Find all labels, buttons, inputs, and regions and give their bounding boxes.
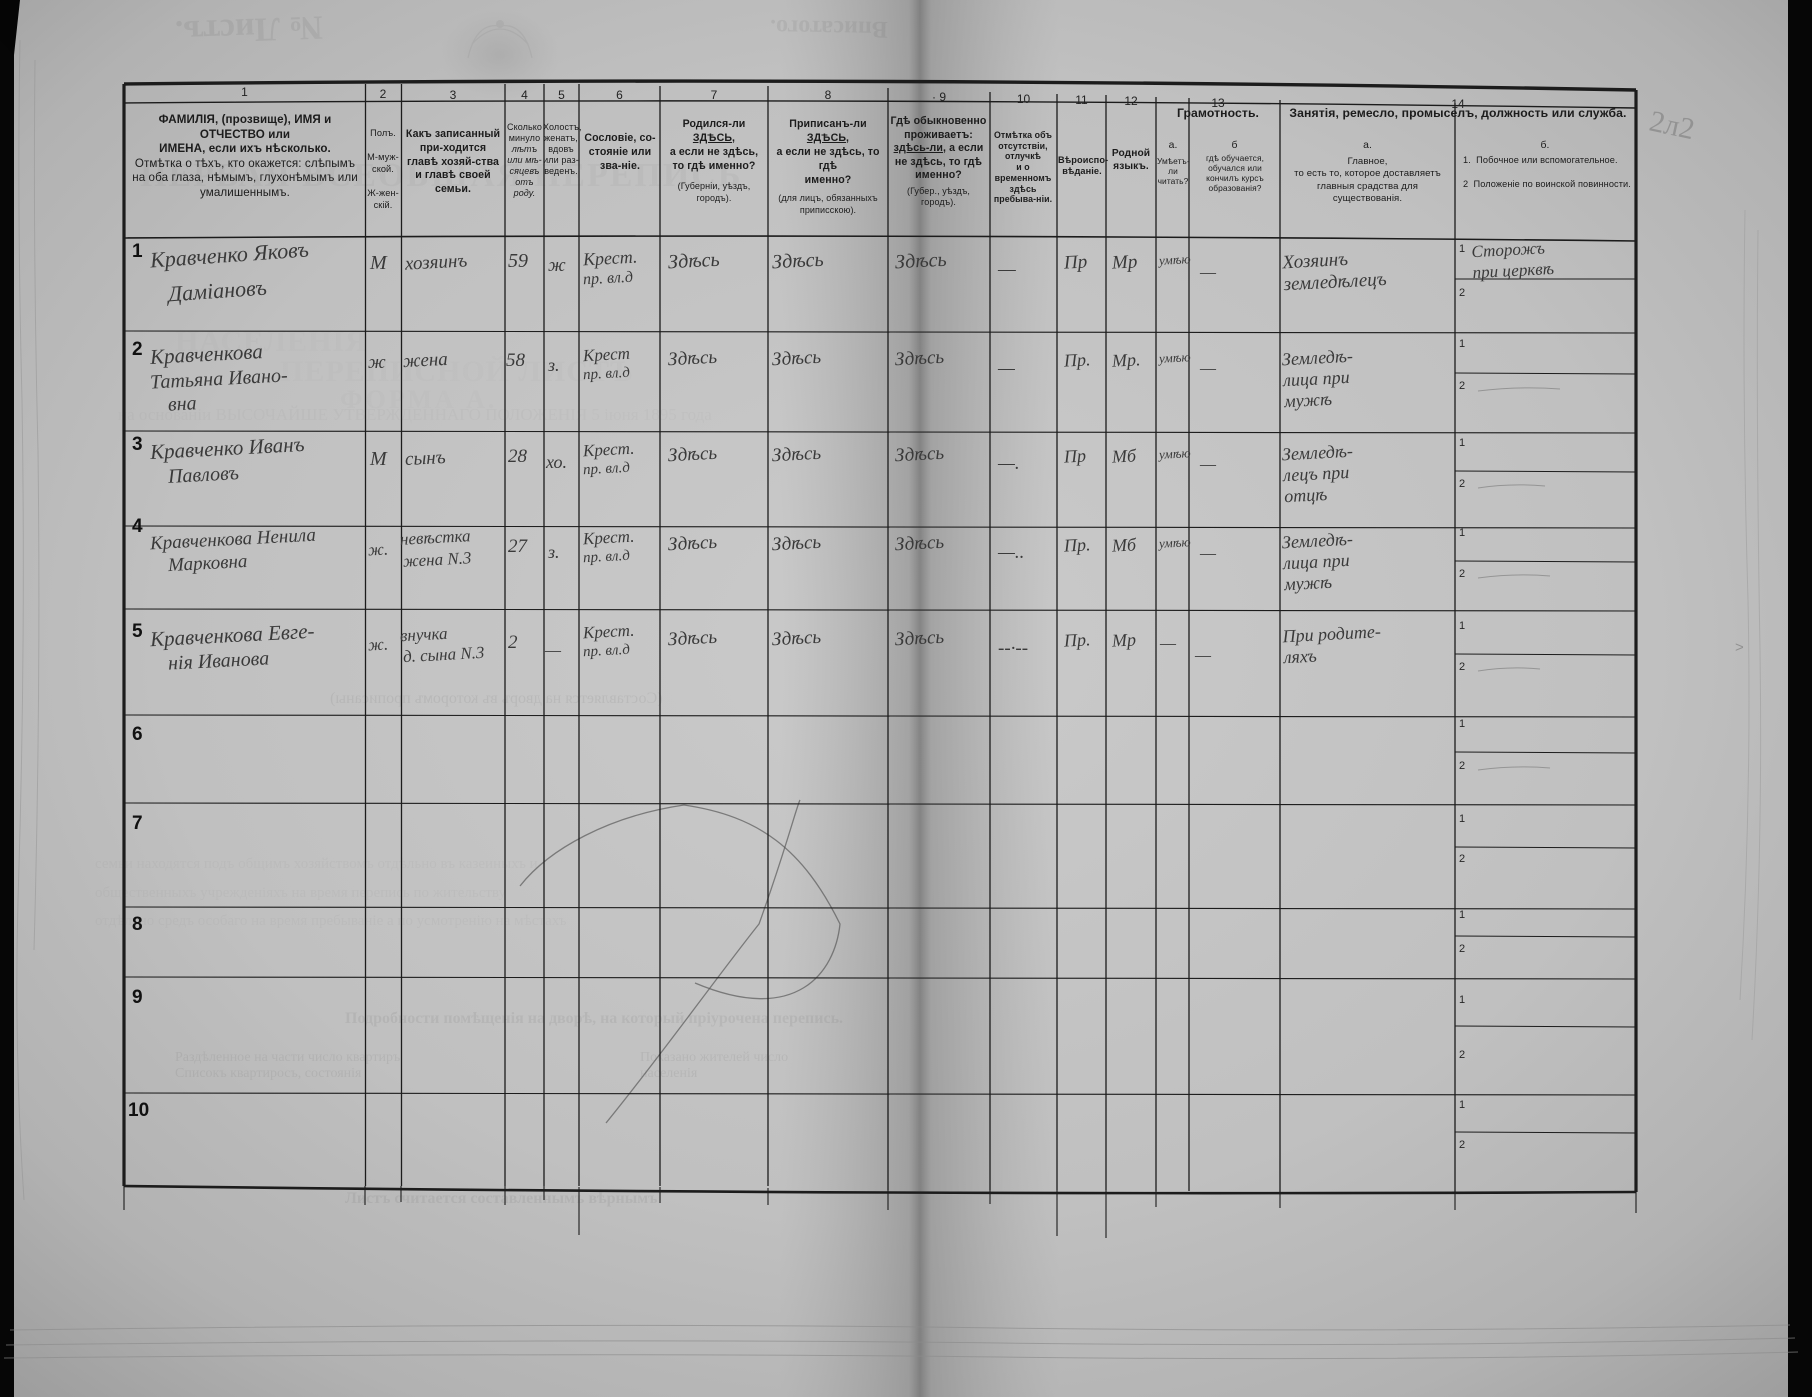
svg-text:2: 2 — [1459, 287, 1465, 299]
svg-text:1: 1 — [1459, 338, 1465, 350]
svg-text:1: 1 — [1459, 909, 1465, 921]
svg-text:1: 1 — [1459, 718, 1465, 730]
svg-text:2: 2 — [1459, 1049, 1465, 1061]
svg-text:2: 2 — [1459, 943, 1465, 955]
svg-text:2: 2 — [1459, 661, 1465, 673]
svg-text:2: 2 — [1459, 853, 1465, 865]
svg-text:2: 2 — [1459, 478, 1465, 490]
svg-text:1: 1 — [1459, 813, 1465, 825]
svg-text:2: 2 — [1459, 568, 1465, 580]
svg-text:1: 1 — [1459, 527, 1465, 539]
svg-text:1: 1 — [1459, 437, 1465, 449]
svg-text:1: 1 — [1459, 994, 1465, 1006]
svg-text:2: 2 — [1459, 380, 1465, 392]
svg-text:1: 1 — [1459, 1099, 1465, 1111]
svg-text:2: 2 — [1459, 760, 1465, 772]
svg-text:1: 1 — [1459, 620, 1465, 632]
svg-text:1: 1 — [1459, 243, 1465, 255]
svg-text:2: 2 — [1459, 1139, 1465, 1151]
